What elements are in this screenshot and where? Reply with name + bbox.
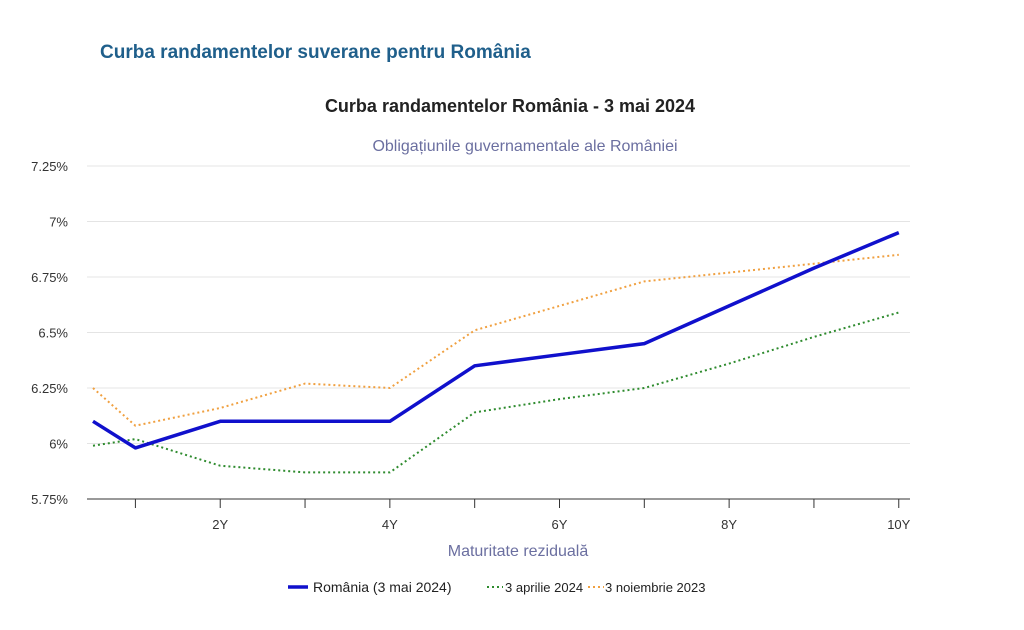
axes: 5.75% 6% 6.25% 6.5% 6.75% 7% 7.25% 2Y 4Y 6Y 8Y 10Y xyxy=(31,159,911,532)
legend-label: România (3 mai 2024) xyxy=(313,579,452,595)
y-tick-label: 6% xyxy=(49,437,68,452)
y-tick-label: 6.75% xyxy=(31,270,68,285)
y-tick-label: 6.25% xyxy=(31,381,68,396)
page-header: Curba randamentelor suverane pentru Româ… xyxy=(100,42,531,63)
x-tick-label: 8Y xyxy=(721,517,737,532)
series-line-1 xyxy=(92,311,900,474)
y-tick-label: 7.25% xyxy=(31,159,68,174)
series-line-0 xyxy=(92,230,900,450)
legend-item-2[interactable]: 3 noiembrie 2023 xyxy=(588,580,705,595)
series-line-2 xyxy=(92,253,899,427)
legend-label: 3 noiembrie 2023 xyxy=(605,580,705,595)
chart-title: Curba randamentelor România - 3 mai 2024 xyxy=(325,96,695,116)
x-tick-label: 4Y xyxy=(382,517,398,532)
legend-item-0[interactable]: România (3 mai 2024) xyxy=(288,579,452,595)
y-tick-label: 7% xyxy=(49,215,68,230)
legend-item-1[interactable]: 3 aprilie 2024 xyxy=(487,580,583,595)
legend-label: 3 aprilie 2024 xyxy=(505,580,583,595)
legend[interactable]: România (3 mai 2024) 3 aprilie 2024 3 noie… xyxy=(288,579,705,595)
x-axis-label: Maturitate reziduală xyxy=(448,543,589,560)
y-tick-label: 5.75% xyxy=(31,492,68,507)
series-lines xyxy=(92,230,900,474)
x-tick-label: 2Y xyxy=(212,517,228,532)
chart-subtitle: Obligațiunile guvernamentale ale Românie… xyxy=(372,138,677,155)
x-tick-label: 6Y xyxy=(552,517,568,532)
grid xyxy=(87,165,910,444)
y-tick-label: 6.5% xyxy=(38,326,68,341)
x-tick-label: 10Y xyxy=(887,517,910,532)
